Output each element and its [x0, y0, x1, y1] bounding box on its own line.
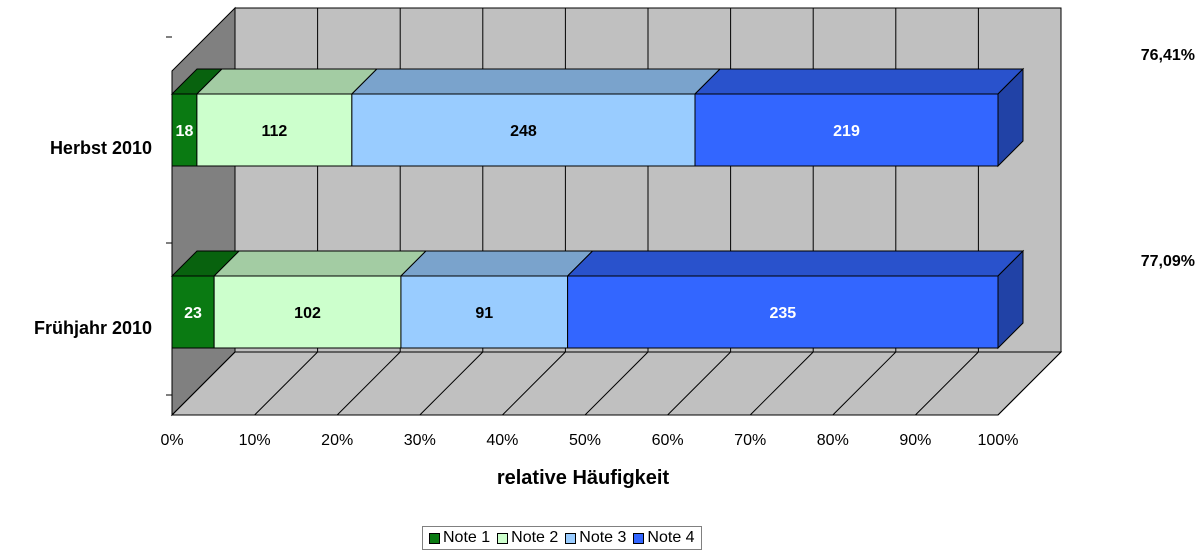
- floor-gridline: [667, 351, 731, 416]
- floor-gridline: [832, 351, 897, 416]
- x-tick-label: 50%: [569, 432, 601, 449]
- side-label: 77,09%: [1141, 253, 1195, 270]
- x-tick-label: 100%: [978, 432, 1019, 449]
- bar-top: [566, 250, 1025, 277]
- x-tick-label: 60%: [652, 432, 684, 449]
- side-label: 76,41%: [1141, 47, 1195, 64]
- floor-gridline: [502, 351, 566, 416]
- bar: [213, 275, 402, 349]
- bar: [694, 93, 999, 167]
- bar-top: [399, 250, 594, 277]
- x-tick-label: 80%: [817, 432, 849, 449]
- x-tick-label: 70%: [734, 432, 766, 449]
- legend-swatch: [497, 532, 509, 544]
- x-tick-label: 40%: [486, 432, 518, 449]
- bar-top: [693, 68, 1025, 95]
- bar: [196, 93, 353, 167]
- category-label: Frühjahr 2010: [34, 318, 152, 338]
- legend-label: Note 2: [511, 529, 559, 546]
- bar-side: [997, 249, 1024, 350]
- data-label: 219: [833, 123, 860, 140]
- bar: [400, 275, 569, 349]
- floor-gridline: [584, 351, 649, 416]
- x-tick-label: 90%: [899, 432, 931, 449]
- floor-gridline: [997, 351, 1062, 416]
- floor-gridline: [915, 351, 979, 416]
- bar-top: [195, 68, 379, 95]
- floor-gridline: [749, 351, 814, 416]
- legend-item-note-2: Note 2: [497, 529, 558, 547]
- floor-gridline: [254, 351, 318, 416]
- data-label: 102: [294, 305, 321, 322]
- floor-gridline: [419, 351, 484, 416]
- x-tick-label: 0%: [160, 432, 183, 449]
- x-tick-label: 10%: [239, 432, 271, 449]
- floor-gridline: [171, 351, 236, 416]
- data-label: 23: [184, 305, 202, 322]
- bar-top: [212, 250, 428, 277]
- data-label: 112: [261, 123, 287, 140]
- legend-item-note-4: Note 4: [633, 529, 695, 547]
- legend-item-note-3: Note 3: [565, 529, 626, 547]
- x-axis-title: relative Häufigkeit: [497, 467, 670, 489]
- legend-label: Note 4: [647, 529, 695, 546]
- legend-swatch: [633, 532, 645, 544]
- bar-top: [350, 68, 722, 95]
- bar: [567, 275, 999, 349]
- legend-swatch: [429, 532, 440, 544]
- floor-gridline: [336, 351, 401, 416]
- category-label: Herbst 2010: [50, 138, 152, 158]
- data-label: 248: [510, 123, 537, 140]
- data-label: 18: [176, 123, 194, 140]
- legend-item-note-1: Note 1: [429, 529, 490, 547]
- data-label: 91: [475, 305, 493, 322]
- x-tick-label: 30%: [404, 432, 436, 449]
- legend: Note 1 Note 2 Note 3 Note 4: [422, 526, 702, 550]
- data-label: 235: [769, 305, 796, 322]
- legend-label: Note 3: [579, 529, 627, 546]
- legend-label: Note 1: [443, 529, 491, 546]
- bar: [171, 93, 198, 167]
- bar-side: [997, 67, 1024, 168]
- x-tick-label: 20%: [321, 432, 353, 449]
- legend-swatch: [565, 532, 577, 544]
